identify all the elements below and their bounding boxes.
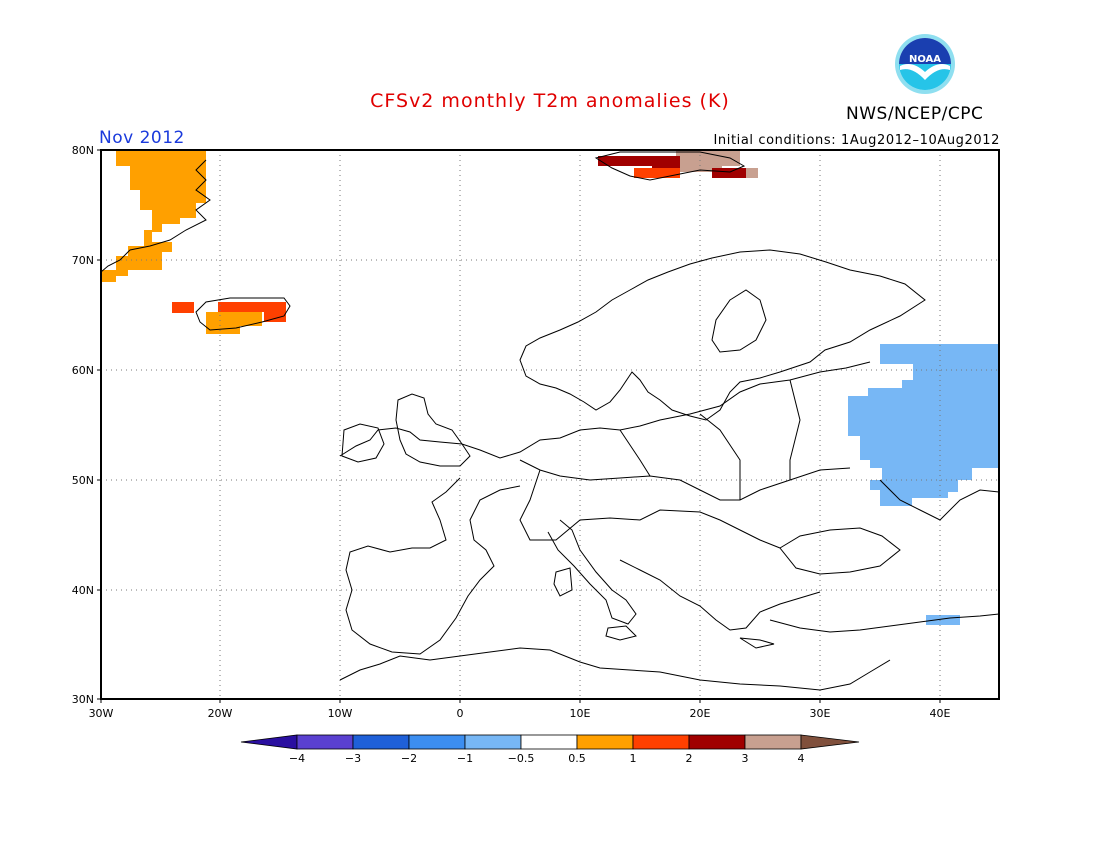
noaa-logo-text: NOAA: [909, 54, 941, 65]
lon-label: 10E: [570, 707, 591, 720]
chart-title: CFSv2 monthly T2m anomalies (K): [370, 90, 730, 112]
axis-ticks: [97, 149, 941, 703]
colorbar-swatch: [296, 734, 354, 750]
anomaly-iceland-nw: [172, 302, 194, 313]
lat-label: 80N: [72, 144, 94, 157]
anomaly-russia-blue: [848, 344, 999, 506]
map-frame: [100, 149, 1000, 700]
colorbar-tick-label: −0.5: [508, 752, 535, 765]
lat-label: 70N: [72, 254, 94, 267]
coastlines: [100, 151, 1000, 691]
anomaly-turkey-blue: [926, 615, 960, 625]
lat-label: 60N: [72, 364, 94, 377]
colorbar-tick-label: −4: [289, 752, 305, 765]
map-area: 80N 70N 60N 50N 40N 30N 30W 20W 10W 0 10…: [72, 144, 1000, 720]
colorbar-swatch: [688, 734, 746, 750]
anomaly-svalbard-east-tan: [746, 168, 758, 178]
forecast-period: Nov 2012: [99, 128, 185, 148]
anomaly-greenland: [101, 151, 206, 282]
anomaly-svalbard-east: [712, 168, 746, 178]
noaa-logo: NOAA: [895, 34, 955, 94]
lon-label: 10W: [328, 707, 353, 720]
anomaly-svalbard-darkred: [598, 156, 680, 168]
organization-label: NWS/NCEP/CPC: [846, 104, 984, 124]
lon-labels: 30W 20W 10W 0 10E 20E 30E 40E: [89, 707, 951, 720]
lon-label: 30E: [810, 707, 831, 720]
colorbar-swatch: [352, 734, 410, 750]
lon-label: 20E: [690, 707, 711, 720]
lat-label: 50N: [72, 474, 94, 487]
colorbar-tick-label: −1: [457, 752, 473, 765]
anomaly-svalbard-red: [634, 168, 680, 178]
colorbar-tick-label: 1: [630, 752, 637, 765]
colorbar-tick-label: 3: [742, 752, 749, 765]
anomaly-iceland-red: [218, 302, 286, 322]
initial-conditions: Initial conditions: 1Aug2012–10Aug2012: [713, 133, 1000, 148]
colorbar-swatch: [744, 734, 802, 750]
colorbar-swatch: [576, 734, 634, 750]
colorbar-tick-label: −2: [401, 752, 417, 765]
colorbar-tick-label: 0.5: [568, 752, 586, 765]
lon-label: 20W: [208, 707, 233, 720]
colorbar-swatch: [464, 734, 522, 750]
lon-label: 0: [457, 707, 464, 720]
lon-label: 30W: [89, 707, 114, 720]
lon-label: 40E: [930, 707, 951, 720]
anomaly-iceland-orange: [206, 312, 262, 334]
anomaly-svalbard-tan: [676, 150, 740, 172]
colorbar-tick-label: 2: [686, 752, 693, 765]
anomaly-fills: [101, 150, 999, 625]
colorbar-swatch: [408, 734, 466, 750]
lat-label: 40N: [72, 584, 94, 597]
lat-label: 30N: [72, 693, 94, 706]
colorbar-swatch: [632, 734, 690, 750]
colorbar-tick-label: 4: [798, 752, 805, 765]
colorbar-arrow-low: [240, 734, 298, 750]
colorbar-tick-label: −3: [345, 752, 361, 765]
colorbar-arrow-high: [800, 734, 860, 750]
colorbar: −4 −3 −2 −1 −0.5 0.5 1 2 3 4: [240, 734, 860, 765]
lat-labels: 80N 70N 60N 50N 40N 30N: [72, 144, 94, 706]
colorbar-swatch: [520, 734, 578, 750]
